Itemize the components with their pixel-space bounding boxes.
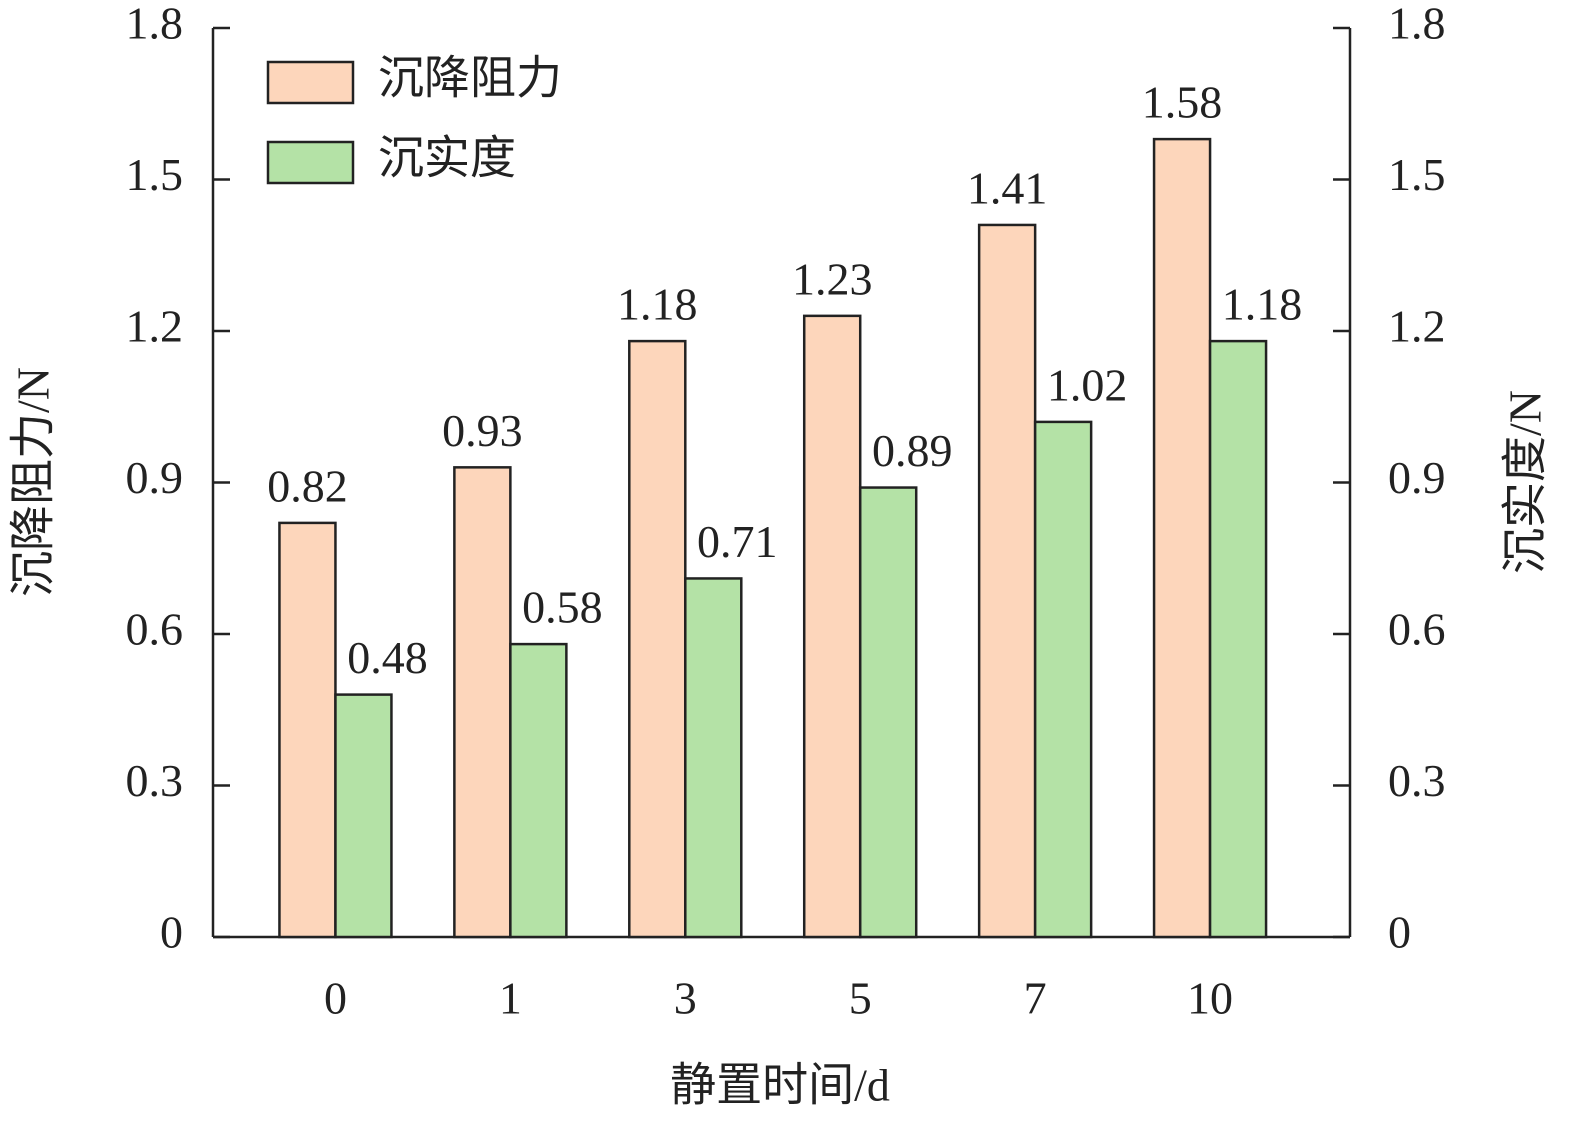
x-tick-label: 10 [1187,973,1233,1024]
data-label: 1.41 [967,163,1048,214]
x-tick-label: 0 [324,973,347,1024]
y-tick-label: 1.5 [126,149,184,200]
y2-tick-label: 0.9 [1388,452,1446,503]
legend-label: 沉降阻力 [378,53,562,104]
x-tick-label: 7 [1024,973,1047,1024]
data-label: 0.58 [522,582,603,633]
bar [509,642,568,939]
y-tick-label: 1.8 [126,0,184,49]
legend-swatch [266,60,355,105]
y2-axis-label: 沉实度/N [1500,390,1551,574]
legend-label: 沉实度 [378,133,516,184]
bar [802,314,862,939]
bar [1152,137,1212,939]
y-tick-label: 0 [160,907,183,958]
data-label: 0.93 [442,405,523,456]
bar [278,521,337,939]
y2-tick-label: 1.2 [1388,301,1446,352]
bar [977,223,1037,939]
data-label: 1.23 [792,253,873,304]
data-label: 1.18 [617,279,698,330]
data-label: 0.89 [872,425,953,476]
x-tick-label: 1 [499,973,522,1024]
legend-swatch [266,140,355,185]
bar [1033,420,1093,939]
y2-tick-label: 0.6 [1388,604,1446,655]
x-tick-label: 3 [674,973,697,1024]
y2-tick-label: 0.3 [1388,755,1446,806]
y-tick-label: 0.6 [126,604,184,655]
y-tick-label: 1.2 [126,301,184,352]
y-tick-label: 0.9 [126,452,184,503]
data-label: 0.48 [347,632,428,683]
bar [628,339,687,939]
data-label: 0.82 [267,460,348,511]
y2-tick-label: 0 [1388,907,1411,958]
y2-tick-label: 1.8 [1388,0,1446,49]
bar [453,466,512,939]
y-axis-label: 沉降阻力/N [8,367,59,597]
y2-tick-label: 1.5 [1388,149,1446,200]
x-axis-label: 静置时间/d [670,1060,890,1111]
data-label: 1.58 [1142,77,1223,128]
y-tick-label: 0.3 [126,755,184,806]
x-tick-label: 5 [849,973,872,1024]
bar [858,486,918,939]
bar [684,577,743,939]
data-label: 1.18 [1222,279,1303,330]
bar [1208,339,1268,939]
bar [334,693,393,939]
data-label: 1.02 [1047,359,1128,410]
data-label: 0.71 [697,516,778,567]
